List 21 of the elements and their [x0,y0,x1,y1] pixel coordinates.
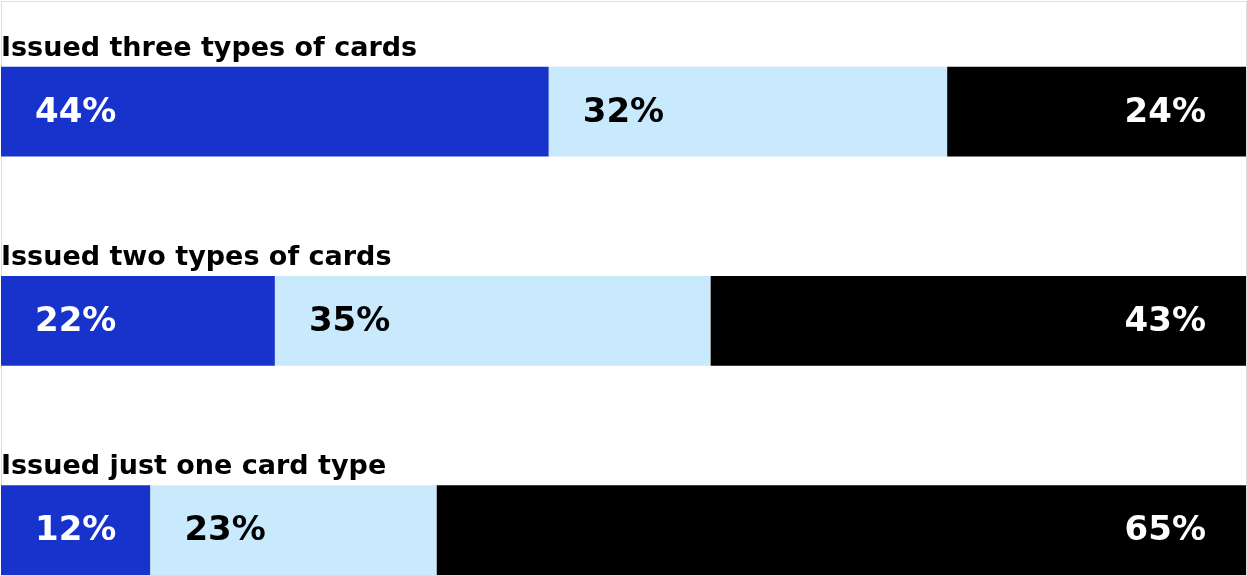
data-label: 24% [1124,89,1206,130]
bar [1,66,549,157]
bar [1,275,275,366]
bar [1,485,151,575]
y-tick-label: Issued three types of cards [1,30,418,62]
data-label: 43% [1124,298,1206,339]
y-tick-label: Issued just one card type [1,449,387,481]
data-label: 23% [184,508,266,549]
bar [150,485,437,575]
bar [548,66,948,157]
data-label: 65% [1124,508,1206,549]
data-label: 32% [582,89,665,130]
bar [274,275,711,366]
bar [710,275,1246,366]
data-label: 35% [308,298,391,339]
bar [436,485,1246,575]
data-label: 22% [35,298,117,339]
data-label: 44% [35,89,117,130]
bar [947,66,1246,157]
data-label: 12% [35,508,117,549]
y-tick-label: Issued two types of cards [1,239,392,271]
